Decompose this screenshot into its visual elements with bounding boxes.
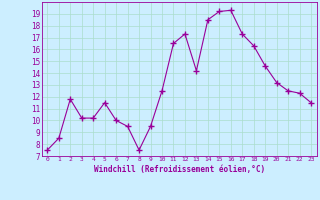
X-axis label: Windchill (Refroidissement éolien,°C): Windchill (Refroidissement éolien,°C) — [94, 165, 265, 174]
